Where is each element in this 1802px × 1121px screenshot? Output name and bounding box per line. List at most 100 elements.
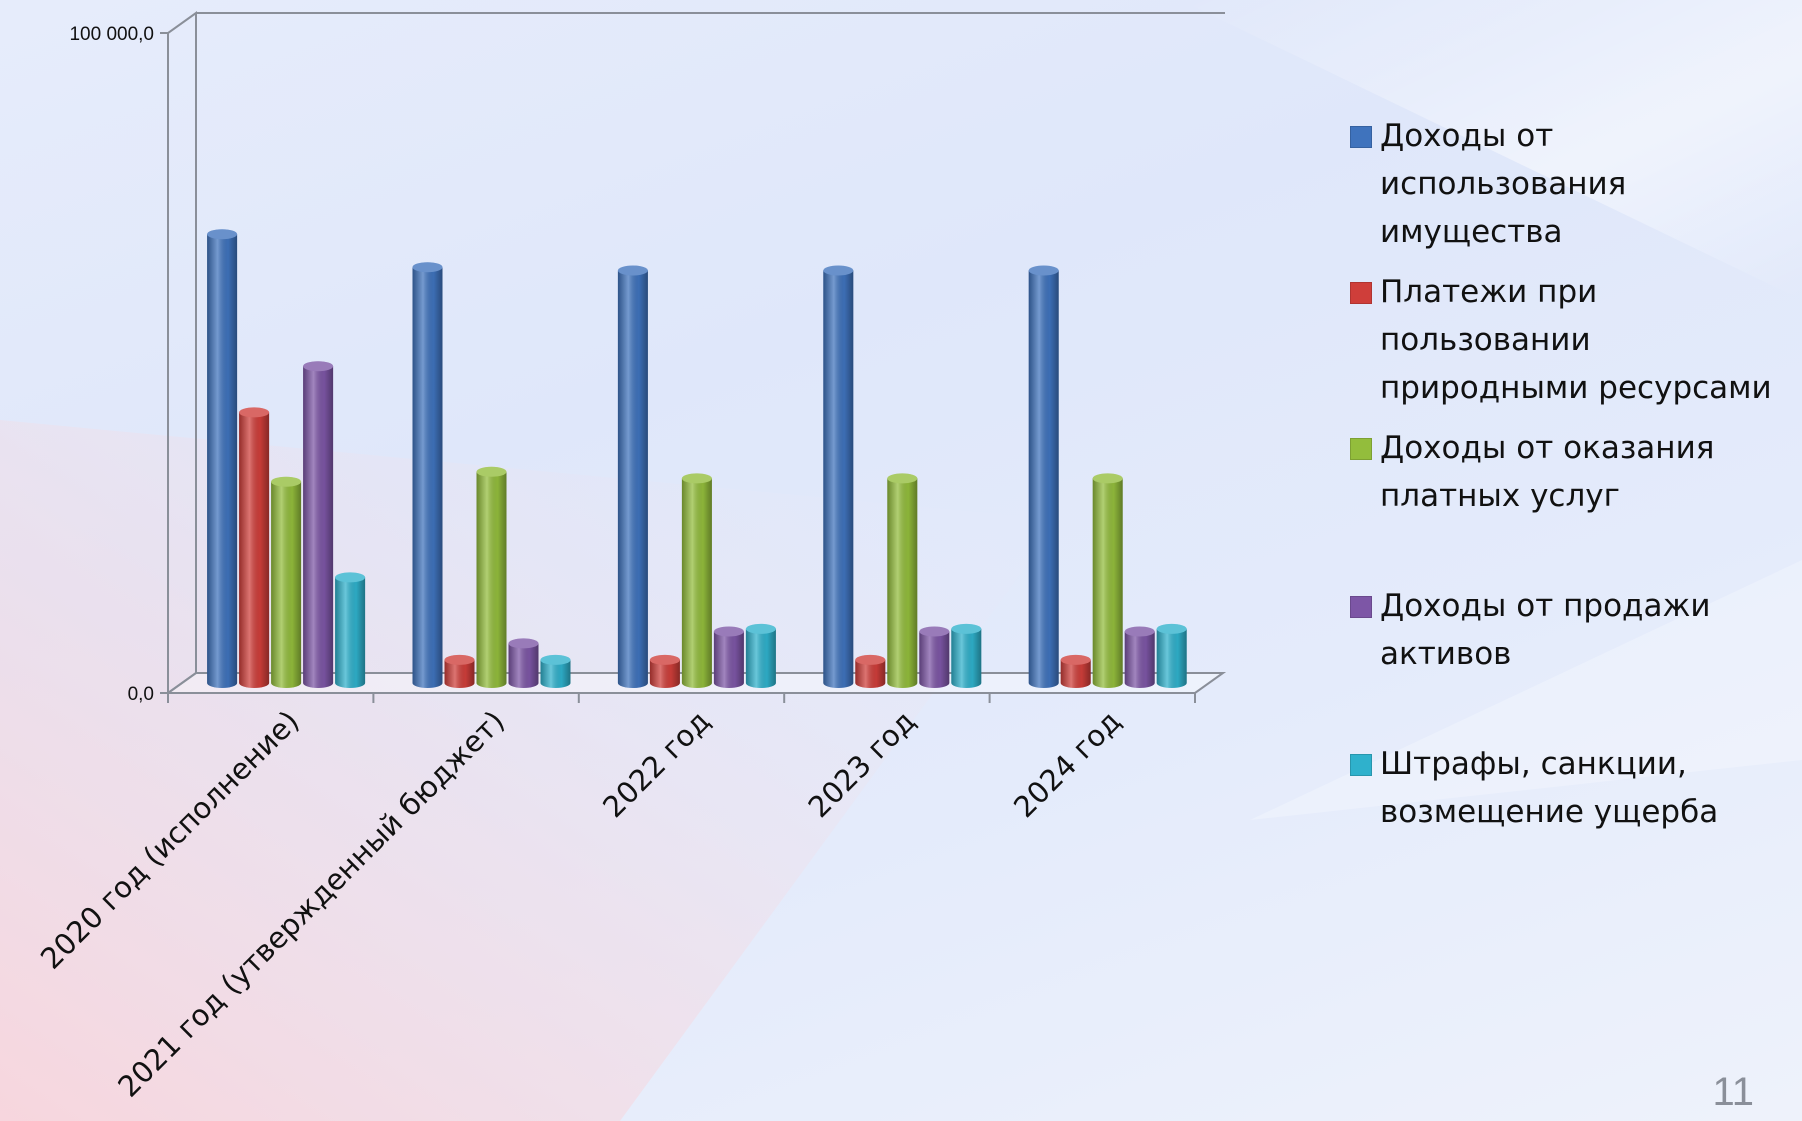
bar-cap-highlight: [951, 623, 982, 634]
legend-swatch-fines: [1350, 754, 1372, 776]
bar-cap-highlight: [476, 466, 507, 477]
bar-shading: [855, 659, 886, 688]
bar-shading: [951, 628, 982, 688]
bar-cap-highlight: [713, 626, 744, 637]
bar: [887, 473, 918, 688]
legend-swatch-natural-resources: [1350, 282, 1372, 304]
legend-label-natural-resources: Платежи при пользовании природными ресур…: [1380, 274, 1772, 406]
bar-cap-highlight: [681, 473, 712, 484]
bar-shading: [508, 643, 539, 688]
bar-shading: [207, 234, 238, 688]
bar-shading: [713, 631, 744, 688]
bar-shading: [239, 412, 270, 688]
legend-swatch-asset-sales: [1350, 596, 1372, 618]
bar-cap: [919, 626, 950, 637]
legend-item-property-income: Доходы от использования имущества: [1350, 112, 1795, 256]
legend-label-fines: Штрафы, санкции, возмещение ущерба: [1380, 746, 1719, 830]
bar: [951, 623, 982, 688]
bar-shading: [745, 628, 776, 688]
bar-shading: [887, 478, 918, 688]
bar-shading: [303, 366, 334, 688]
bar: [681, 473, 712, 688]
bar: [335, 572, 366, 688]
bar-cap: [649, 654, 680, 665]
bar: [207, 229, 238, 688]
legend-label-asset-sales: Доходы от продажи активов: [1380, 588, 1711, 672]
bar: [412, 262, 443, 688]
bar-cap-highlight: [1124, 626, 1155, 637]
bar-cap: [713, 626, 744, 637]
bar-cap-highlight: [335, 572, 366, 583]
bar-shading: [335, 577, 366, 688]
bar-cap-highlight: [887, 473, 918, 484]
bar-cap: [540, 654, 571, 665]
legend-item-paid-services: Доходы от оказания платных услуг: [1350, 424, 1795, 520]
bar-shading: [1028, 270, 1059, 688]
bar: [476, 466, 507, 688]
bar: [271, 476, 302, 688]
bar-shading: [649, 659, 680, 688]
bar-cap-highlight: [239, 407, 270, 418]
bar-cap: [508, 638, 539, 649]
bar-cap-highlight: [1028, 265, 1059, 276]
bar-cap-highlight: [617, 265, 648, 276]
x-category-label: 2021 год (утвержденный бюджет): [111, 704, 511, 1104]
bar-shading: [1156, 628, 1187, 688]
bar: [444, 654, 475, 688]
bar-cap: [271, 476, 302, 487]
bar-cap-highlight: [303, 361, 334, 372]
bar-shading: [271, 481, 302, 688]
bar-shading: [540, 659, 571, 688]
bar-cap-highlight: [649, 654, 680, 665]
bar-cap: [823, 265, 854, 276]
bar: [303, 361, 334, 688]
x-category-label: 2024 год: [1007, 704, 1127, 824]
bar-shading: [919, 631, 950, 688]
bar-cap: [412, 262, 443, 273]
bar-cap: [887, 473, 918, 484]
bar: [649, 654, 680, 688]
bar-cap: [951, 623, 982, 634]
bar: [713, 626, 744, 688]
side-wall: [167, 11, 197, 695]
bar-cap: [745, 623, 776, 634]
bar-cap-highlight: [271, 476, 302, 487]
bar-cap: [1092, 473, 1123, 484]
bar: [1028, 265, 1059, 688]
legend-item-natural-resources: Платежи при пользовании природными ресур…: [1350, 268, 1795, 412]
y-tick-label-max: 100 000,0: [69, 24, 154, 45]
bar-shading: [412, 267, 443, 688]
page-number: 11: [1712, 1070, 1754, 1114]
bar: [617, 265, 648, 688]
bar-shading: [823, 270, 854, 688]
bar-shading: [1124, 631, 1155, 688]
bar-cap: [681, 473, 712, 484]
bar: [508, 638, 539, 688]
bar-cap: [1060, 654, 1091, 665]
x-category-label: 2022 год: [596, 704, 716, 824]
bar-cap-highlight: [444, 654, 475, 665]
bar: [823, 265, 854, 688]
bar: [855, 654, 886, 688]
bar-cap: [444, 654, 475, 665]
bar-cap-highlight: [1156, 623, 1187, 634]
bar: [745, 623, 776, 688]
bar-cap: [1124, 626, 1155, 637]
legend-item-fines: Штрафы, санкции, возмещение ущерба: [1350, 740, 1795, 836]
legend-swatch-paid-services: [1350, 438, 1372, 460]
legend-label-paid-services: Доходы от оказания платных услуг: [1380, 430, 1715, 514]
bar-cap-highlight: [412, 262, 443, 273]
bar: [1060, 654, 1091, 688]
legend-swatch-property-income: [1350, 126, 1372, 148]
bar-cap: [303, 361, 334, 372]
bar-cap-highlight: [855, 654, 886, 665]
bar-shading: [476, 471, 507, 688]
chart-legend: Доходы от использования имущества Платеж…: [1350, 112, 1795, 836]
bar: [1156, 623, 1187, 688]
bar: [239, 407, 270, 688]
bar-cap-highlight: [540, 654, 571, 665]
bar-cap-highlight: [745, 623, 776, 634]
bar-shading: [681, 478, 712, 688]
bar-cap-highlight: [1060, 654, 1091, 665]
